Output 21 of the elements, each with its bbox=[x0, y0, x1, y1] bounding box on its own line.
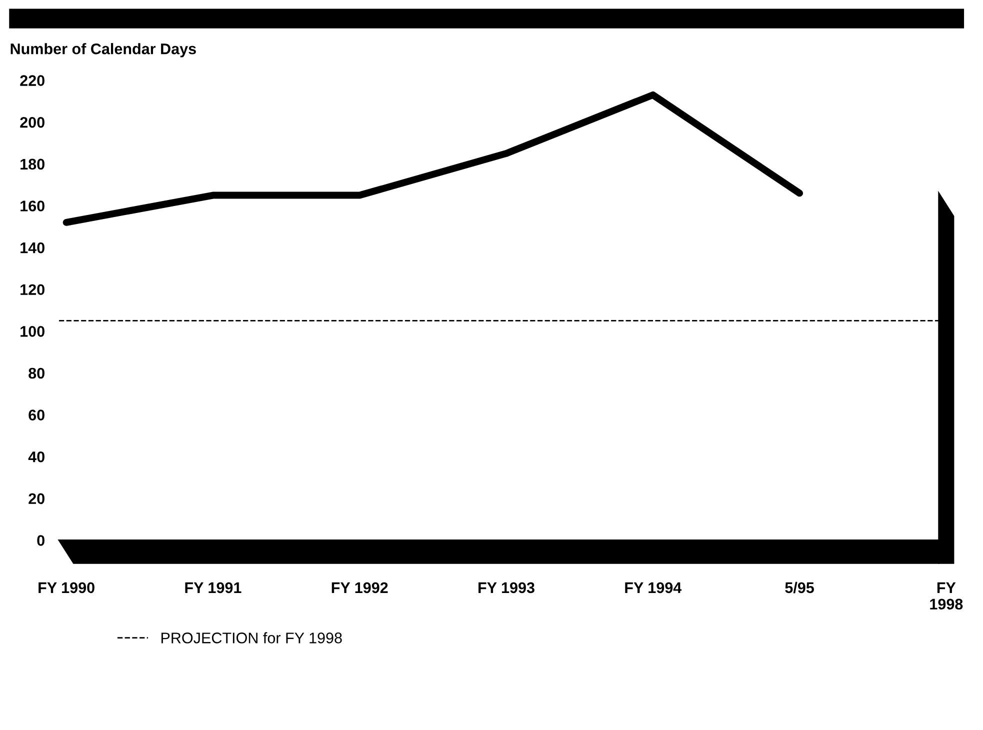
y-tick-label: 140 bbox=[20, 242, 44, 254]
y-tick-label: 200 bbox=[20, 116, 44, 128]
y-tick-label: 40 bbox=[28, 451, 44, 462]
legend-label: PROJECTION for FY 1998 bbox=[161, 632, 342, 644]
x-tick-label: FY 1992 bbox=[332, 582, 388, 594]
y-axis-title: Number of Calendar Days bbox=[10, 43, 196, 58]
y-tick-label: 120 bbox=[20, 284, 44, 296]
y-tick-label: 100 bbox=[20, 326, 44, 337]
y-tick-label: 160 bbox=[20, 200, 44, 212]
y-tick-label: 80 bbox=[28, 368, 44, 379]
y-tick-label: 0 bbox=[37, 535, 44, 546]
y-tick-label: 180 bbox=[20, 158, 44, 170]
y-tick-label: 220 bbox=[20, 75, 44, 86]
x-tick-label: FY 1998 bbox=[930, 582, 963, 610]
x-tick-label: FY 1990 bbox=[38, 582, 94, 594]
x-tick-label: FY 1993 bbox=[478, 582, 534, 594]
x-tick-label: 5/95 bbox=[785, 582, 814, 594]
y-tick-label: 60 bbox=[28, 410, 44, 420]
y-tick-label: 20 bbox=[28, 493, 44, 504]
x-tick-label: FY 1994 bbox=[625, 582, 682, 594]
x-tick-label: FY 1991 bbox=[185, 582, 242, 594]
